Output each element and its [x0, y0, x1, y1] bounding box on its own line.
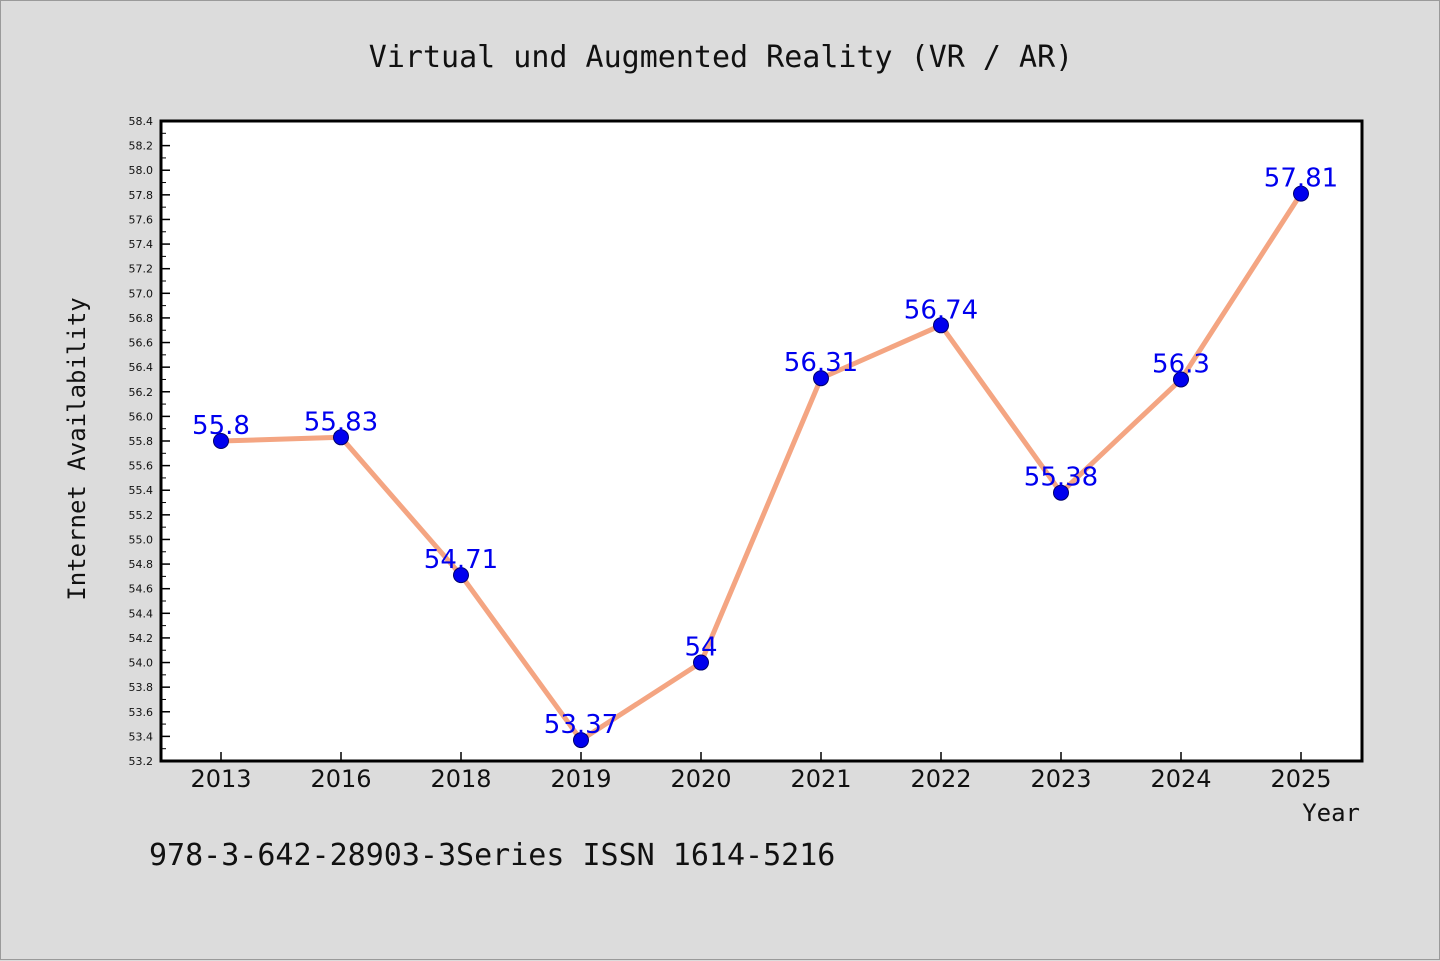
- y-tick-label: 55.2: [129, 509, 154, 522]
- footer-text: 978-3-642-28903-3Series ISSN 1614-5216: [149, 838, 835, 873]
- x-tick-label: 2022: [910, 765, 971, 793]
- data-point: [573, 732, 589, 749]
- y-tick-label: 56.0: [129, 410, 154, 423]
- y-tick-label: 54.6: [129, 583, 154, 596]
- y-tick-label: 55.8: [129, 435, 154, 448]
- data-point: [693, 654, 709, 671]
- data-label: 54.71: [424, 545, 498, 575]
- y-tick-label: 53.8: [129, 681, 154, 694]
- y-tick-label: 56.6: [129, 337, 154, 350]
- y-axis-label: Internet Availability: [63, 297, 91, 600]
- y-tick-label: 53.4: [129, 730, 154, 743]
- data-labels: 55.8 55.83 54.71 53.37 54 56.31 56.74 55.38 56.3…: [192, 164, 1338, 740]
- data-label: 55.38: [1024, 463, 1098, 493]
- y-tick-label: 56.4: [129, 361, 154, 374]
- data-label: 56.31: [784, 348, 858, 378]
- data-point: [813, 370, 829, 387]
- y-tick-label: 58.2: [129, 140, 154, 153]
- data-label: 54: [684, 633, 717, 663]
- y-tick-label: 58.4: [129, 115, 154, 128]
- y-tick-label: 57.4: [129, 238, 154, 251]
- y-tick-label: 57.6: [129, 213, 154, 226]
- data-label: 53.37: [544, 710, 618, 740]
- x-tick-label: 2016: [310, 765, 371, 793]
- x-axis-label: Year: [1302, 799, 1360, 827]
- x-tick-label: 2025: [1270, 765, 1331, 793]
- y-tick-label: 55.6: [129, 460, 154, 473]
- chart-title: Virtual und Augmented Reality (VR / AR): [369, 40, 1073, 75]
- data-label: 57.81: [1264, 164, 1338, 194]
- data-point: [933, 317, 949, 334]
- y-tick-label: 57.2: [129, 263, 154, 276]
- y-tick-label: 53.6: [129, 706, 154, 719]
- x-tick-label: 2020: [670, 765, 731, 793]
- x-tick-label: 2021: [790, 765, 851, 793]
- y-tick-label: 54.4: [129, 607, 154, 620]
- data-point: [1173, 371, 1189, 388]
- data-point: [333, 429, 349, 446]
- data-label: 56.3: [1152, 349, 1210, 379]
- x-tick-label: 2013: [190, 765, 251, 793]
- y-tick-label: 57.0: [129, 287, 154, 300]
- data-label: 55.83: [304, 407, 378, 437]
- y-tick-label: 55.4: [129, 484, 154, 497]
- y-tick-label: 54.0: [129, 657, 154, 670]
- x-tick-label: 2019: [550, 765, 611, 793]
- y-tick-label: 56.8: [129, 312, 154, 325]
- data-label: 55.8: [192, 411, 250, 441]
- y-tick-label: 56.2: [129, 386, 154, 399]
- data-label: 56.74: [904, 295, 978, 325]
- data-point: [1053, 484, 1069, 501]
- data-point: [1293, 185, 1309, 202]
- x-tick-label: 2024: [1150, 765, 1211, 793]
- data-point: [213, 433, 229, 449]
- x-axis: 2013 2016 2018 2019 2020 2021 2022 2023 2024 2025: [190, 752, 1332, 793]
- y-tick-label: 53.2: [129, 755, 154, 768]
- y-tick-label: 54.8: [129, 558, 154, 571]
- series-markers: [213, 185, 1309, 749]
- y-tick-label: 58.0: [129, 164, 154, 177]
- x-tick-label: 2018: [430, 765, 491, 793]
- y-tick-label: 57.8: [129, 189, 154, 202]
- y-tick-label: 54.2: [129, 632, 154, 645]
- y-tick-label: 55.0: [129, 533, 154, 546]
- data-point: [453, 567, 469, 584]
- plot-frame: [159, 119, 1364, 763]
- series-line: [220, 192, 1304, 743]
- x-tick-label: 2023: [1030, 765, 1091, 793]
- plot-area: [161, 121, 1362, 761]
- y-axis: 53.2 53.4 53.6 53.8 54.0 54.2 54.4 54.6 54.8 55.0…: [129, 115, 170, 768]
